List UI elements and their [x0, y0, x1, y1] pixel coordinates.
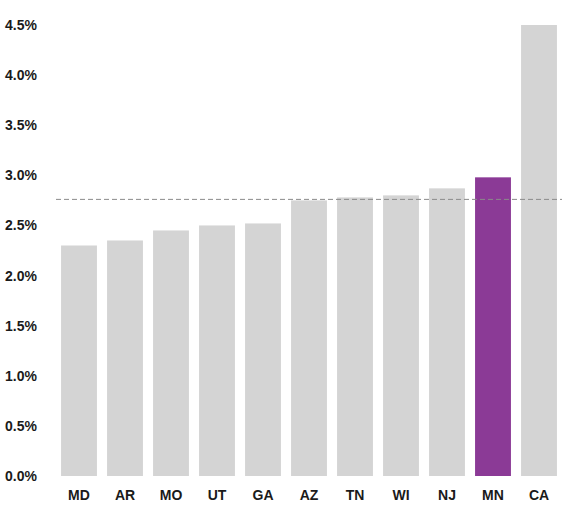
- y-tick-label: 2.0%: [5, 268, 37, 284]
- y-tick-label: 1.5%: [5, 318, 37, 334]
- bar: [107, 240, 143, 476]
- y-tick-label: 3.5%: [5, 117, 37, 133]
- y-tick-label: 2.5%: [5, 217, 37, 233]
- x-tick-label: GA: [253, 487, 274, 503]
- y-tick-label: 3.0%: [5, 167, 37, 183]
- x-tick-label: UT: [208, 487, 227, 503]
- x-tick-label: TN: [346, 487, 365, 503]
- y-tick-label: 4.5%: [5, 17, 37, 33]
- x-tick-label: AZ: [300, 487, 319, 503]
- y-tick-label: 0.5%: [5, 418, 37, 434]
- x-tick-label: MD: [68, 487, 90, 503]
- bar: [153, 230, 189, 476]
- chart-svg: 0.0% 0.5% 1.0% 1.5% 2.0% 2.5% 3.0% 3.5% 4.0% 4.5%…: [0, 0, 573, 510]
- bar: [475, 177, 511, 476]
- x-tick-label: WI: [392, 487, 409, 503]
- y-tick-label: 1.0%: [5, 368, 37, 384]
- x-tick-label: MO: [160, 487, 183, 503]
- bar: [429, 188, 465, 476]
- chart-container: 0.0% 0.5% 1.0% 1.5% 2.0% 2.5% 3.0% 3.5% 4.0% 4.5%…: [0, 0, 573, 510]
- x-tick-label: MN: [482, 487, 504, 503]
- bars: [61, 25, 557, 476]
- bar: [245, 223, 281, 476]
- bar: [337, 197, 373, 476]
- bar: [383, 195, 419, 476]
- bar: [521, 25, 557, 476]
- x-tick-label: AR: [115, 487, 135, 503]
- bar: [291, 200, 327, 476]
- x-tick-label: CA: [529, 487, 549, 503]
- bar: [61, 245, 97, 476]
- bar: [199, 225, 235, 476]
- x-tick-label: NJ: [438, 487, 456, 503]
- y-tick-label: 0.0%: [5, 468, 37, 484]
- y-tick-label: 4.0%: [5, 67, 37, 83]
- reference-line: [56, 199, 562, 200]
